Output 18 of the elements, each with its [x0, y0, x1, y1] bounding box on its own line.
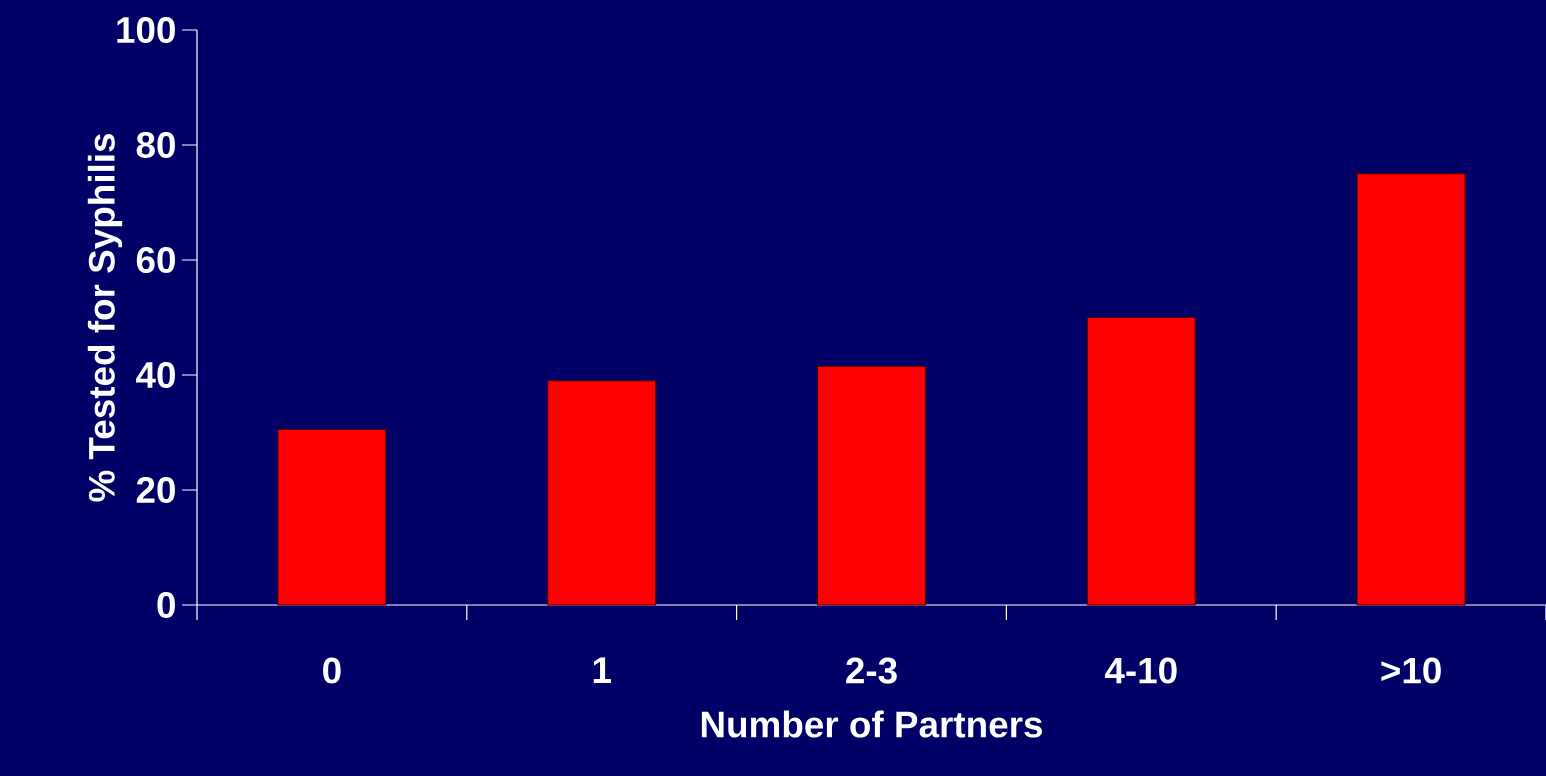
x-tick-label: 0 [323, 657, 341, 684]
x-axis-title: Number of Partners [701, 710, 1042, 738]
x-tick-label: 2-3 [846, 657, 897, 684]
y-axis-title: % Tested for Syphilis [87, 133, 123, 502]
y-tick-label: 20 [136, 476, 175, 504]
bar [547, 380, 657, 606]
y-tick-label: 40 [136, 361, 175, 389]
x-tick-label: >10 [1381, 657, 1441, 684]
x-tick-label: 4-10 [1104, 657, 1177, 684]
bar [1356, 173, 1466, 606]
y-tick-label: 80 [136, 131, 175, 159]
y-tick-label: 100 [117, 16, 175, 44]
bar [817, 365, 926, 606]
x-tick-label: 1 [593, 657, 611, 683]
y-tick-label: 60 [136, 246, 175, 274]
bar [1086, 316, 1196, 606]
bar [277, 429, 387, 606]
y-tick-label: 0 [157, 591, 175, 619]
